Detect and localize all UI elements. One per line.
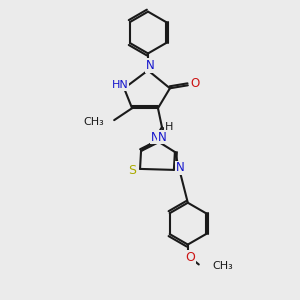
Text: N: N <box>151 130 159 144</box>
Text: CH₃: CH₃ <box>83 117 104 127</box>
Text: N: N <box>158 130 166 144</box>
Text: HN: HN <box>112 80 128 90</box>
Text: N: N <box>176 161 184 174</box>
Text: N: N <box>146 59 154 72</box>
Text: S: S <box>128 164 136 177</box>
Text: H: H <box>165 122 173 132</box>
Text: O: O <box>185 251 195 264</box>
Text: CH₃: CH₃ <box>213 262 233 272</box>
Text: O: O <box>190 77 200 90</box>
